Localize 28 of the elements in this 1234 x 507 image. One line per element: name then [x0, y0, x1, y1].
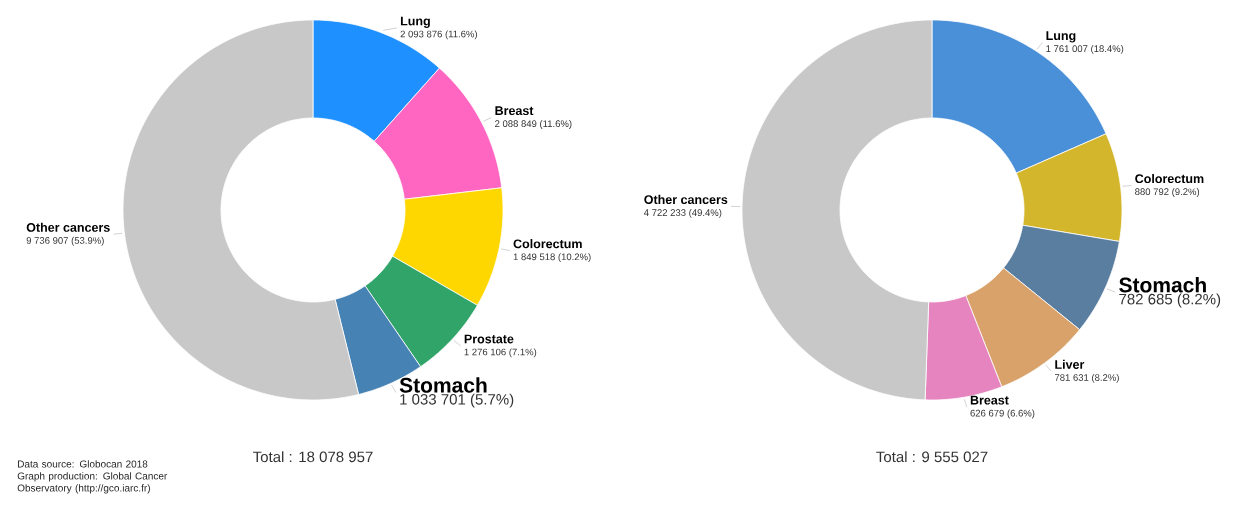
data-label: 880 792 (9.2%): [1135, 188, 1200, 197]
source-note: Data source: Globocan 2018: [18, 460, 148, 468]
text: Total : 18 078 957: [253, 451, 373, 463]
data-label: 1 033 701 (5.7%): [400, 393, 514, 408]
slice-label: Colorectum: [1135, 173, 1204, 184]
data-label: 781 631 (8.2%): [1054, 373, 1119, 383]
slice-label: Other cancers: [644, 194, 728, 205]
slice-label: Liver: [1055, 359, 1085, 369]
slice-label: Stomach: [399, 377, 487, 393]
data-label: 1 761 007 (18.4%): [1046, 45, 1124, 54]
slice-label: Breast: [495, 106, 534, 116]
data-label: 626 679 (6.6%): [970, 409, 1035, 419]
text: Graph production: Global Cancer Observatory (http://gco.iarc.fr): [17, 472, 168, 494]
text: Total : 9 555 027: [876, 451, 988, 463]
slice-label: Breast: [970, 395, 1009, 405]
slice-label: Lung: [1046, 31, 1076, 43]
slice-label: Lung: [400, 16, 430, 28]
data-label: 2 088 849 (11.6%): [495, 120, 572, 129]
slice-label: Other cancers: [26, 222, 110, 232]
slice-label: Prostate: [464, 334, 514, 344]
slice-label: Colorectum: [513, 239, 582, 249]
data-label: 4 722 233 (49.4%): [643, 209, 722, 218]
data-label: 2 093 876 (11.6%): [400, 30, 477, 40]
slice-label: Stomach: [1119, 277, 1206, 293]
data-label: 1 276 106 (7.1%): [464, 348, 537, 358]
data-label: 782 685 (8.2%): [1119, 293, 1221, 308]
data-label: 9 736 907 (53.9%): [26, 236, 104, 246]
data-label: 1 849 518 (10.2%): [513, 253, 591, 263]
